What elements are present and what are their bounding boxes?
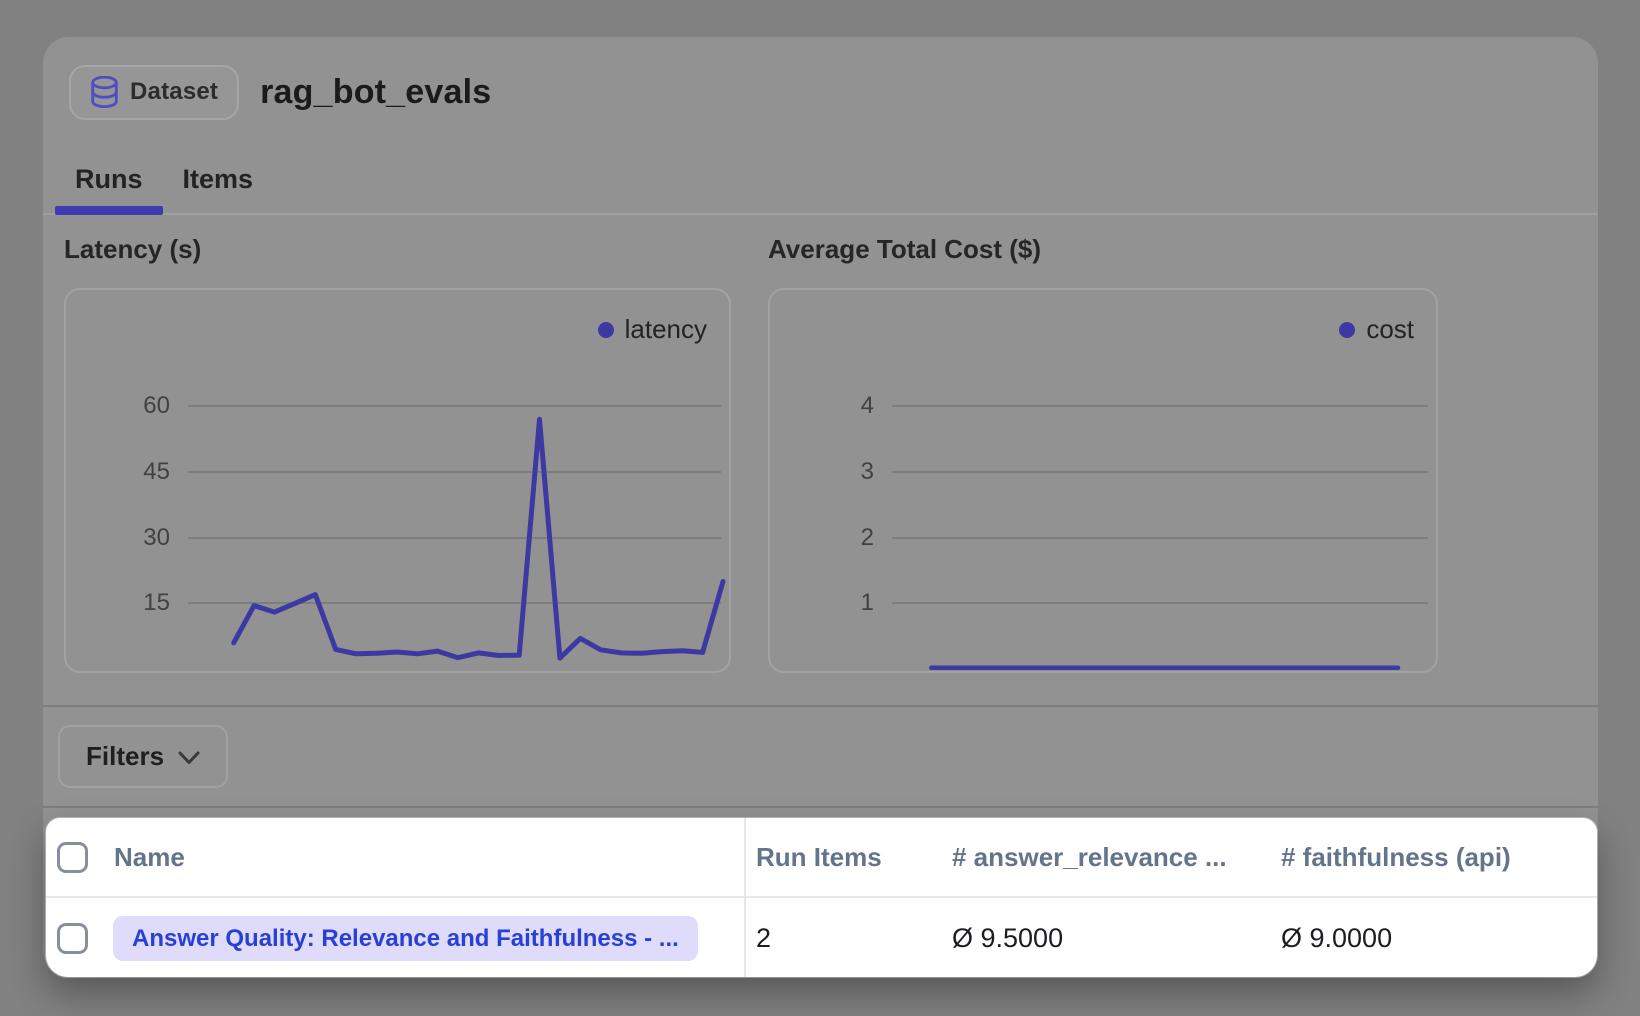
chevron-down-icon: [178, 751, 200, 764]
answer-relevance-cell: Ø 9.5000: [952, 923, 1064, 953]
faithfulness-cell: Ø 9.0000: [1281, 923, 1393, 953]
run-items-cell: 2: [756, 923, 772, 953]
y-axis-tick-label: 1: [860, 589, 874, 617]
legend-dot-icon: [597, 321, 614, 338]
page-title: rag_bot_evals: [260, 72, 492, 111]
tab-runs[interactable]: Runs: [55, 145, 163, 215]
latency-line-series: [231, 416, 726, 661]
gridline: [892, 405, 1428, 408]
cost-chart-title: Average Total Cost ($): [768, 234, 1042, 264]
cost-chart-group: Average Total Cost ($) cost 4 3 2 1: [768, 236, 1438, 673]
runs-table: Name Run Items # answer_relevance ... # …: [46, 818, 1597, 977]
y-axis-tick-label: 4: [860, 392, 874, 420]
page-header: Dataset rag_bot_evals: [69, 64, 491, 120]
latency-chart: latency 60 45 30 15: [64, 288, 731, 673]
run-name-label: Answer Quality: Relevance and Faithfulne…: [132, 924, 679, 952]
gridline: [188, 405, 721, 408]
y-axis-tick-label: 2: [860, 523, 874, 551]
cost-legend-label: cost: [1366, 314, 1414, 344]
charts-section: Latency (s) latency 60 45 30 15 Average Tot…: [64, 236, 1438, 673]
table-row[interactable]: Answer Quality: Relevance and Faithfulne…: [46, 900, 1597, 977]
section-divider: [43, 705, 1598, 707]
y-axis-tick-label: 3: [860, 457, 874, 485]
dataset-badge-label: Dataset: [130, 78, 219, 105]
select-all-checkbox[interactable]: [57, 842, 88, 873]
legend-dot-icon: [1339, 321, 1356, 338]
y-axis-tick-label: 30: [143, 523, 170, 551]
table-header-row: Name Run Items # answer_relevance ... # …: [46, 818, 1597, 898]
latency-chart-group: Latency (s) latency 60 45 30 15: [64, 236, 731, 673]
cost-line-series: [928, 665, 1401, 671]
run-name-link[interactable]: Answer Quality: Relevance and Faithfulne…: [113, 916, 698, 961]
y-axis-tick-label: 45: [143, 457, 170, 485]
gridline: [188, 602, 721, 605]
tab-bar: Runs Items: [43, 145, 1598, 215]
dataset-badge: Dataset: [69, 64, 240, 120]
column-header-name[interactable]: Name: [114, 841, 185, 872]
column-header-faithfulness[interactable]: # faithfulness (api): [1281, 841, 1511, 872]
gridline: [188, 470, 721, 473]
cost-chart: cost 4 3 2 1: [768, 288, 1438, 673]
column-header-run-items[interactable]: Run Items: [756, 841, 882, 872]
gridline: [892, 536, 1428, 539]
gridline: [892, 602, 1428, 605]
gridline: [892, 470, 1428, 473]
y-axis-tick-label: 60: [143, 392, 170, 420]
filters-button-label: Filters: [86, 741, 165, 771]
database-icon: [91, 75, 118, 108]
section-divider: [43, 806, 1598, 808]
column-header-answer-relevance[interactable]: # answer_relevance ...: [952, 841, 1227, 872]
tab-items[interactable]: Items: [182, 163, 254, 194]
dataset-page-card: Dataset rag_bot_evals Runs Items Latency…: [43, 37, 1598, 977]
gridline: [188, 536, 721, 539]
latency-chart-title: Latency (s): [64, 234, 202, 264]
row-checkbox[interactable]: [57, 923, 88, 954]
cost-legend: cost: [1339, 314, 1414, 345]
latency-legend-label: latency: [624, 314, 707, 344]
latency-legend: latency: [597, 314, 707, 345]
y-axis-tick-label: 15: [143, 589, 170, 617]
filters-button[interactable]: Filters: [58, 725, 229, 788]
